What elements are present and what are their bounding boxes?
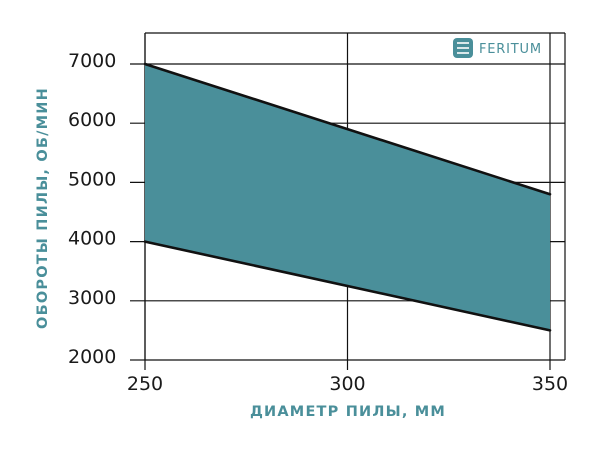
y-tick-label: 3000 [68,287,116,309]
y-tick-label: 7000 [68,50,116,72]
y-axis-label: ОБОРОТЫ ПИЛЫ, ОБ/МИН [35,87,51,329]
y-tick-label: 4000 [68,228,116,250]
lower-limit-line [143,240,552,332]
x-tick-label: 300 [329,373,365,395]
x-axis-label: ДИАМЕТР ПИЛЫ, ММ [250,404,446,420]
y-tick-label: 6000 [68,109,116,131]
upper-limit-line [143,62,552,196]
x-tick-label: 350 [532,373,568,395]
y-tick-labels: 2000 3000 4000 5000 6000 7000 [68,50,116,368]
feritum-logo: FERITUM [446,35,549,61]
y-tick-label: 2000 [68,346,116,368]
feritum-logo-icon [453,38,473,58]
y-tick-label: 5000 [68,168,116,190]
x-tick-label: 250 [127,373,163,395]
x-tick-labels: 250 300 350 [127,373,568,395]
feritum-logo-text: FERITUM [479,42,542,57]
